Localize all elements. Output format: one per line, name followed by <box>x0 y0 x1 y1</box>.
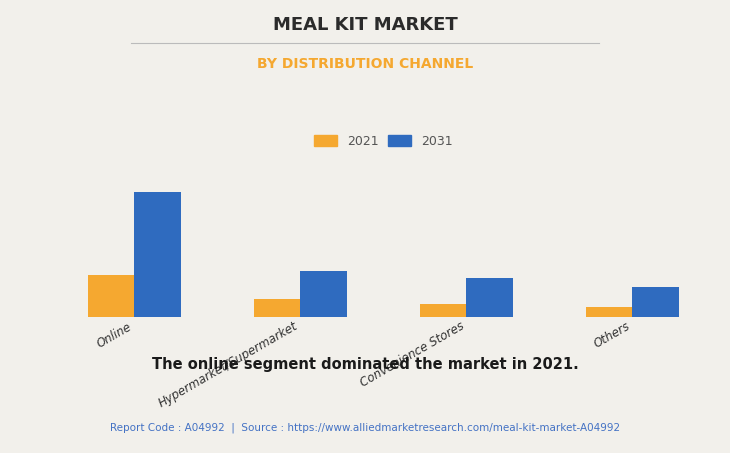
Bar <box>420 304 466 317</box>
Bar <box>632 287 679 317</box>
Bar <box>88 275 134 317</box>
Bar <box>300 271 347 317</box>
Bar <box>466 278 512 317</box>
Bar <box>585 307 632 317</box>
Text: Report Code : A04992  |  Source : https://www.alliedmarketresearch.com/meal-kit-: Report Code : A04992 | Source : https://… <box>110 423 620 434</box>
Text: BY DISTRIBUTION CHANNEL: BY DISTRIBUTION CHANNEL <box>257 57 473 71</box>
Text: MEAL KIT MARKET: MEAL KIT MARKET <box>272 16 458 34</box>
Bar <box>254 299 300 317</box>
Text: The online segment dominated the market in 2021.: The online segment dominated the market … <box>152 357 578 372</box>
Bar <box>134 192 181 317</box>
Legend: 2021, 2031: 2021, 2031 <box>314 135 453 148</box>
